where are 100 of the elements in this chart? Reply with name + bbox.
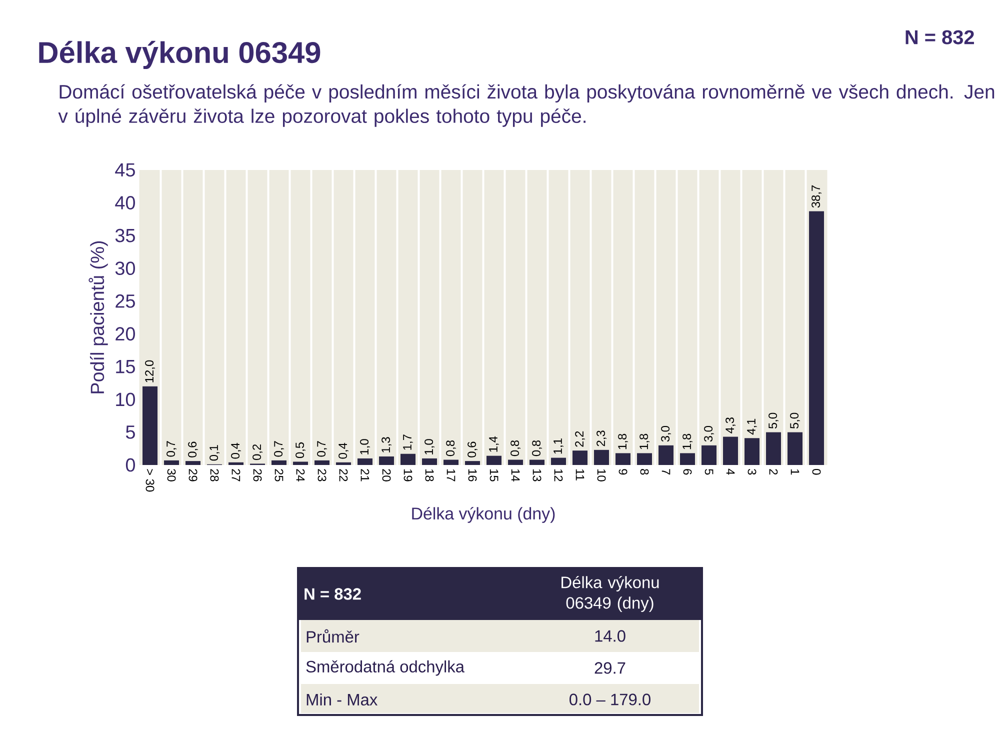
data-label: 0,4 (338, 442, 348, 459)
y-tick-label: 25 (116, 294, 135, 308)
text: Směrodatná odchylka (306, 660, 464, 676)
bar (336, 462, 352, 465)
data-label: 3,0 (661, 426, 671, 442)
data-label: 1,4 (489, 436, 499, 452)
chart-title: Délka výkonu 06349 (39, 40, 320, 70)
bar (400, 454, 416, 465)
bar (572, 450, 588, 465)
bar (658, 445, 674, 465)
bar (486, 456, 502, 465)
y-tick-label: 5 (126, 426, 135, 439)
bar (723, 436, 738, 465)
data-label: 4,1 (747, 418, 757, 435)
x-tick-label: 5 (704, 468, 714, 475)
data-label: 0,2 (252, 444, 262, 460)
x-axis-title: Délka výkonu (dny) (412, 506, 555, 523)
bar (228, 462, 244, 465)
bar (637, 453, 652, 465)
x-tick-label: 26 (253, 469, 262, 482)
data-label: 5,0 (768, 412, 778, 429)
data-label: 0,5 (296, 442, 306, 458)
x-tick-label: 13 (532, 469, 542, 482)
x-tick-label: 27 (232, 469, 240, 482)
data-label: 1,8 (682, 434, 692, 450)
bar (616, 453, 631, 465)
bar (422, 458, 438, 465)
data-label: 1,7 (403, 434, 413, 450)
x-tick-label: 6 (683, 469, 692, 475)
x-tick-label: 21 (360, 469, 370, 482)
bar (465, 461, 480, 465)
bar (293, 462, 308, 465)
x-tick-label: 15 (490, 469, 498, 482)
data-label: 1,0 (424, 439, 434, 454)
bar (272, 460, 287, 465)
x-tick-label: 9 (618, 469, 628, 475)
data-label: 2,2 (575, 431, 585, 447)
y-tick-label: 35 (115, 228, 135, 242)
data-label: 3,0 (704, 426, 714, 442)
bar (314, 460, 330, 465)
data-label: 38,7 (812, 185, 822, 208)
x-tick-label: 29 (188, 469, 198, 482)
data-label: 0,7 (317, 441, 327, 457)
x-tick-label: 17 (446, 469, 456, 482)
x-tick-label: 25 (274, 469, 284, 482)
text: Min - Max (306, 693, 378, 706)
bar (164, 460, 180, 465)
x-tick-label: 24 (296, 469, 305, 482)
bar (530, 460, 545, 465)
x-tick-label: 16 (468, 469, 477, 482)
y-tick-label: 10 (116, 392, 135, 406)
bar (142, 386, 158, 465)
bar (379, 456, 394, 465)
y-tick-label: 40 (115, 196, 135, 210)
data-label: 2,3 (596, 430, 606, 446)
data-label: 0,4 (231, 442, 241, 459)
bar (809, 211, 824, 465)
x-tick-label: 7 (662, 469, 670, 475)
x-tick-label: 2 (769, 469, 778, 475)
text: 0.0 – 179.0 (570, 694, 650, 706)
text: 29.7 (594, 662, 626, 674)
data-label: 1,1 (554, 438, 564, 454)
data-label: 0,6 (188, 442, 198, 458)
data-label: 0,8 (532, 440, 542, 456)
x-tick-label: 0 (812, 468, 821, 475)
x-tick-label: 30 (167, 468, 176, 482)
data-label: 1,3 (382, 437, 392, 452)
bar (594, 450, 610, 465)
data-label: 5,0 (790, 412, 800, 429)
x-tick-label: 14 (511, 469, 520, 482)
data-label: 0,6 (468, 442, 478, 458)
bar (702, 445, 717, 465)
x-tick-label: 4 (726, 468, 735, 475)
data-label: 1,8 (618, 434, 628, 450)
x-tick-label: 28 (210, 469, 219, 482)
data-label: 12,0 (145, 360, 155, 382)
data-label: 0,7 (274, 441, 284, 457)
text: Délka výkonu 06349 (dny) (562, 576, 659, 612)
x-tick-label: 8 (640, 469, 649, 475)
bar (444, 460, 459, 465)
bar (788, 432, 803, 465)
x-tick-label: 23 (318, 469, 326, 482)
text: N = 832 (906, 30, 974, 44)
text: N = 832 (304, 588, 361, 600)
y-axis-title: Podíl pacientů (%) (88, 241, 108, 394)
text: Průměr (306, 629, 360, 643)
bar (508, 460, 524, 465)
x-tick-label: 12 (554, 469, 563, 482)
y-tick-label: 20 (116, 327, 135, 341)
data-label: 0,1 (210, 445, 220, 461)
x-tick-label: 19 (404, 469, 412, 482)
data-label: 1,0 (360, 439, 370, 454)
bar (551, 458, 566, 465)
y-tick-label: 45 (115, 163, 135, 177)
x-tick-label: 10 (597, 469, 606, 482)
data-label: 4,3 (726, 418, 736, 434)
x-tick-label: 11 (576, 469, 584, 480)
data-label: 0,8 (446, 440, 456, 456)
x-tick-label: 22 (339, 469, 348, 482)
x-tick-label: 3 (748, 468, 756, 475)
